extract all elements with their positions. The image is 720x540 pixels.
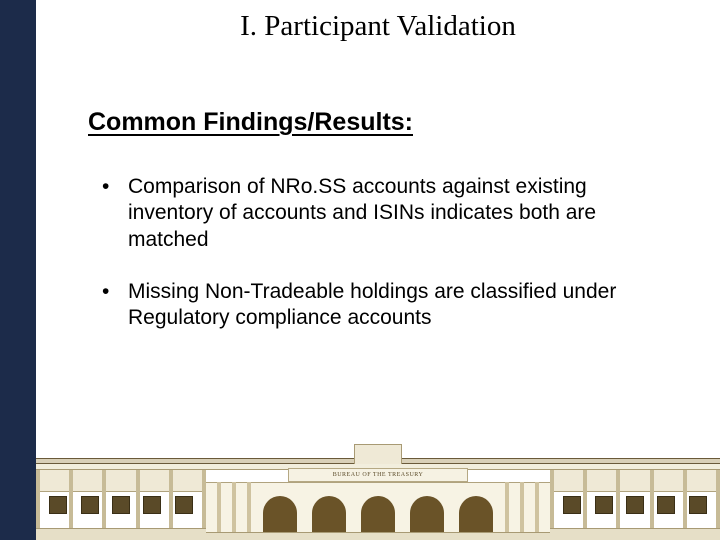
left-wing <box>36 470 206 540</box>
wing-base <box>550 528 720 540</box>
wing-base <box>36 528 206 540</box>
plaque-label: BUREAU OF THE TREASURY <box>333 472 424 478</box>
slide: I. Participant Validation Common Finding… <box>0 0 720 540</box>
building-body: BUREAU OF THE TREASURY <box>36 470 720 540</box>
wing-windows <box>550 492 720 518</box>
plaque: BUREAU OF THE TREASURY <box>288 468 468 482</box>
pediment <box>354 444 402 464</box>
bullet-list: Comparison of NRo.SS accounts against ex… <box>102 174 660 357</box>
side-columns-left <box>206 482 262 532</box>
arches <box>263 488 493 532</box>
bullet-item: Missing Non-Tradeable holdings are class… <box>102 279 660 332</box>
center-block: BUREAU OF THE TREASURY <box>206 470 550 540</box>
right-wing <box>550 470 720 540</box>
bullet-item: Comparison of NRo.SS accounts against ex… <box>102 174 660 253</box>
center-base <box>206 532 550 540</box>
section-subheading: Common Findings/Results: <box>88 108 413 137</box>
side-columns-right <box>494 482 550 532</box>
left-sidebar <box>0 0 36 540</box>
wing-windows <box>36 492 206 518</box>
slide-title: I. Participant Validation <box>36 10 720 43</box>
footer-building-graphic: BUREAU OF THE TREASURY <box>36 428 720 540</box>
